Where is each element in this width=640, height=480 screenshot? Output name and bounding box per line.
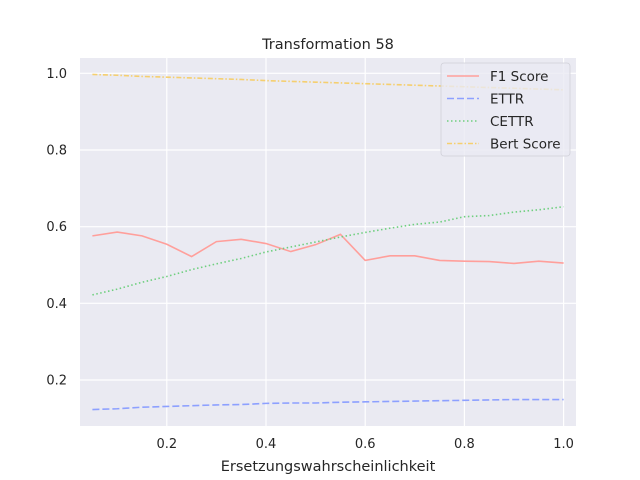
x-tick-label: 1.0 [553,437,574,452]
legend-entry-label: ETTR [490,92,524,108]
legend-entry-label: CETTR [490,114,534,130]
x-tick-label: 0.6 [355,437,376,452]
y-tick-label: 1.0 [46,67,67,82]
series-line-cettr [92,205,564,296]
x-tick-label: 0.4 [256,437,277,452]
y-tick-label: 0.2 [46,374,67,389]
y-tick-label: 0.6 [46,220,67,235]
y-tick-labels: 0.2 0.4 0.6 0.8 1.0 [46,67,67,389]
y-tick-label: 0.4 [46,297,67,312]
series-line-f1-score [92,231,564,265]
x-axis-label: Ersetzungswahrscheinlichkeit [221,459,436,475]
x-tick-label: 0.2 [156,437,177,452]
legend-entry-label: F1 Score [490,69,548,85]
series-line-ettr [92,398,564,411]
legend: F1 Score ETTR CETTR Bert Score [440,62,571,157]
x-tick-labels: 0.2 0.4 0.6 0.8 1.0 [156,437,573,452]
chart-title: Transformation 58 [261,37,394,53]
x-tick-label: 0.8 [454,437,475,452]
legend-entry-label: Bert Score [490,137,561,153]
legend-box [440,62,571,157]
y-tick-label: 0.8 [46,144,67,159]
